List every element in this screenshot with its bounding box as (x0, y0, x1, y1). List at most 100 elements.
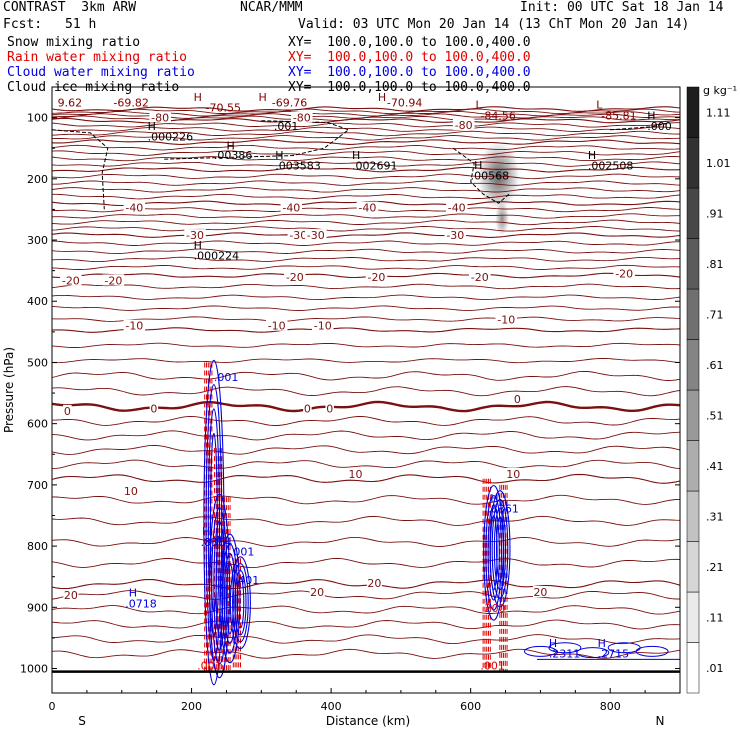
cloud-water-contour (496, 516, 504, 582)
extremum-label: H (352, 149, 360, 162)
cloud-water-contour (548, 642, 582, 654)
colorbar-label: .51 (706, 409, 724, 422)
y-tick-label: 900 (27, 601, 48, 614)
cloud-water-contour (208, 493, 231, 679)
temperature-label-bg (60, 274, 82, 286)
temperature-contour-line (52, 515, 680, 526)
temperature-label: -10 (497, 314, 515, 327)
y-tick-label: 700 (27, 479, 48, 492)
temperature-label: -10 (314, 320, 332, 333)
x-tick-label: 200 (181, 700, 202, 713)
colorbar-cell (686, 541, 700, 593)
temperature-label: 10 (506, 468, 520, 481)
extremum-label: .001 (214, 371, 239, 384)
extremum-label: .002691 (352, 160, 398, 173)
temperature-contour-line (52, 240, 680, 246)
temperature-contour-line (52, 316, 680, 322)
temperature-label-bg (287, 229, 310, 241)
extremum-label: L (476, 98, 483, 111)
temperature-contour-line (52, 619, 680, 630)
temperature-label: 0 (514, 393, 521, 406)
x-tick-label: 0 (49, 700, 56, 713)
temperature-contour-line (52, 557, 680, 569)
temperature-label: -20 (286, 271, 304, 284)
temperature-label-bg (265, 319, 288, 331)
colorbar: .01 .11 .21 .31 .41 .51 .61 .71 .81 .91 1.01 1.11 (686, 86, 731, 694)
colorbar-cell (686, 137, 700, 189)
temperature-contour-line (52, 327, 680, 333)
y-tick-label: 300 (27, 234, 48, 247)
header-valid: Valid: 03 UTC Mon 20 Jan 14 (13 ChT Mon … (298, 17, 690, 32)
temperature-label: -30 (307, 229, 325, 242)
extremum-label: -84.56 (480, 109, 515, 122)
temperature-label: 0 (326, 402, 333, 415)
extremum-label: .8361 (487, 502, 519, 515)
colorbar-label: .21 (706, 561, 724, 574)
colorbar-cell (686, 86, 700, 138)
cloud-water-contour (493, 507, 507, 591)
colorbar-cell (686, 238, 700, 290)
temperature-contour-line (52, 358, 680, 364)
temperature-label-bg (284, 270, 306, 282)
extremum-label: H (549, 637, 557, 650)
temperature-label: -30 (289, 229, 307, 242)
x-axis-ticks: 0 200 400 600 800 (49, 688, 646, 713)
temperature-label: -40 (358, 202, 376, 215)
temperature-contour-line (52, 106, 680, 112)
extremum-label: .00386 (214, 149, 253, 162)
temperature-label-bg (613, 267, 635, 279)
field-snow-name: Snow mixing ratio (7, 35, 141, 50)
extremum-label: H (202, 525, 210, 538)
temperature-contour-line (52, 144, 680, 151)
colorbar-cell (686, 490, 700, 542)
temperature-label-bg (102, 274, 125, 286)
cloud-water-contour (236, 576, 245, 629)
extremum-label: H (275, 149, 283, 162)
field-rain-xy: XY= 100.0,100.0 to 100.0,400.0 (288, 50, 531, 65)
colorbar-label: .41 (706, 460, 724, 473)
temperature-contour-line (52, 370, 680, 381)
temperature-contour-line (52, 430, 680, 441)
temperature-contour-line (52, 494, 680, 505)
cloud-water-contour (223, 552, 237, 644)
cloud-water-contour (489, 490, 511, 608)
colorbar-label: 1.11 (706, 106, 731, 119)
temperature-contour-line (52, 459, 680, 470)
temperature-label-bg (280, 201, 303, 213)
extremum-label: H (378, 91, 386, 104)
y-tick-label: 800 (27, 540, 48, 553)
colorbar-label: .71 (706, 308, 724, 321)
temperature-contour-line (52, 219, 680, 226)
snow-shade-blob (495, 201, 510, 236)
temperature-labels: -80 -80-80-40 -40 -40 -40-30 -30 -30 -30-20 -20-… (60, 111, 635, 602)
colorbar-label: 1.01 (706, 157, 731, 170)
temperature-label-bg (325, 402, 334, 414)
temperature-label-bg (444, 229, 467, 241)
temperature-label-bg (303, 402, 312, 414)
temperature-label-bg (291, 111, 313, 123)
field-cloudwater-name: Cloud water mixing ratio (7, 65, 195, 80)
temperature-contour-line (52, 590, 680, 600)
y-tick-label: 500 (27, 356, 48, 369)
extremum-label: .001 (274, 120, 299, 133)
temperature-contour-line (52, 139, 680, 145)
temperature-label: 10 (124, 485, 138, 498)
temperature-label-bg (309, 586, 325, 597)
colorbar-label: .91 (706, 207, 724, 220)
extremum-label: 200 (485, 602, 506, 615)
extremum-label: -69.76 (272, 97, 307, 110)
cloud-water-contours (203, 359, 680, 686)
temperature-label-bg (348, 467, 364, 479)
temperature-contour-line (52, 386, 680, 397)
extremum-label: -70.55 (206, 101, 241, 114)
extremum-label: H (226, 139, 234, 152)
temperature-label-bg (468, 270, 491, 282)
temperature-label-bg (445, 201, 468, 213)
temperature-contour-line (52, 161, 680, 167)
temperature-label: -20 (62, 274, 80, 287)
temperature-contour-line (52, 605, 680, 615)
extremum-label: .000226 (148, 130, 194, 143)
field-rain-name: Rain water mixing ratio (7, 50, 188, 65)
temperature-label: -80 (151, 112, 169, 125)
